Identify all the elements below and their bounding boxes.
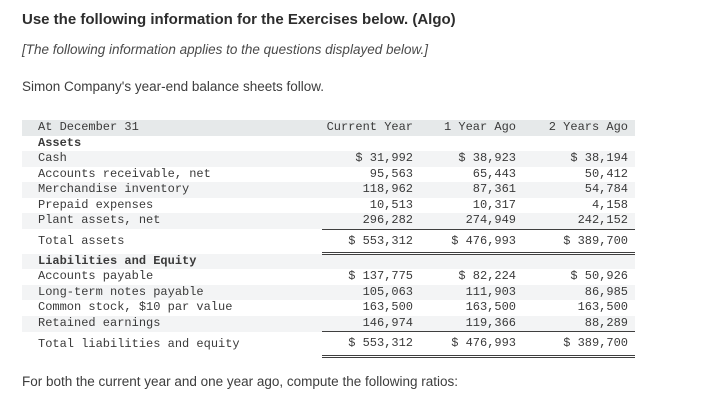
table-row: Liabilities and Equity [22,253,635,270]
table-row: Common stock, $10 par value 163,500 163,50… [22,300,635,316]
cell-value: 105,063 [362,284,413,299]
table-row: Total liabilities and equity $ 553,312 $ 4… [22,331,635,358]
cell-value: 146,974 [322,315,413,332]
cell-value: 54,784 [584,182,628,196]
cell-value [413,136,516,152]
cell-value: 86,985 [584,284,628,299]
cell-label: Liabilities and Equity [38,253,197,268]
cell-label: Common stock, $10 par value [38,300,233,314]
cell-value: 65,443 [472,166,516,181]
table-body: Assets Cash $ 31,992 $ 38,923 $ 38,194 Accoun… [22,136,635,358]
cell-value: 10,513 [369,197,413,212]
table-header-row: At December 31 Current Year 1 Year Ago 2… [22,120,635,136]
table-row: Retained earnings 146,974 119,366 88,289 [22,315,635,332]
cell-value: $ 389,700 [516,229,635,255]
cell-value: 4,158 [591,197,628,212]
col-header-1-year-ago: 1 Year Ago [443,120,516,134]
cell-value: 87,361 [472,182,516,196]
cell-value: $ 389,700 [516,331,635,358]
cell-value: $ 553,312 [322,331,413,358]
cell-value [322,254,413,270]
cell-value: 119,366 [413,315,516,332]
cell-value [516,254,635,270]
cell-label: Assets [38,135,82,150]
cell-label: Cash [38,151,67,165]
instruction-note: [The following information applies to th… [22,42,428,57]
cell-label: Retained earnings [38,315,161,330]
cell-value: $ 553,312 [322,229,413,255]
cell-value: $ 137,775 [348,269,413,283]
col-header-current-year: Current Year [326,120,413,134]
cell-value: 111,903 [465,284,516,299]
cell-value: 163,500 [362,300,413,314]
table-row: Prepaid expenses 10,513 10,317 4,158 [22,198,635,214]
cell-value: $ 38,923 [458,151,516,165]
table-row: Total assets $ 553,312 $ 476,993 $ 389,700 [22,229,635,255]
cell-label: Total liabilities and equity [38,336,240,351]
cell-label: Total assets [38,234,125,248]
cell-value: 274,949 [413,213,516,230]
cell-value: $ 476,993 [413,229,516,255]
cell-value [413,254,516,270]
cell-value: 296,282 [322,213,413,230]
cell-value: $ 50,926 [570,269,628,283]
cell-value: 95,563 [369,166,413,181]
table-row: Long-term notes payable 105,063 111,903 86,… [22,284,635,300]
cell-value: $ 476,993 [413,331,516,358]
cell-value [322,136,413,152]
table-row: Plant assets, net 296,282 274,949 242,152 [22,213,635,230]
table-row: Merchandise inventory 118,962 87,361 54,784 [22,182,635,198]
cell-value: 10,317 [472,197,516,212]
cell-label: Long-term notes payable [38,284,204,299]
table-row: Accounts receivable, net 95,563 65,443 50,4… [22,167,635,183]
table-row: Cash $ 31,992 $ 38,923 $ 38,194 [22,151,635,167]
table-row: Assets [22,136,635,152]
cell-label: Accounts payable [38,269,154,283]
cell-label: Prepaid expenses [38,197,154,212]
cell-value: 118,962 [362,182,413,196]
cell-value: 163,500 [577,300,628,314]
page-title: Use the following information for the Ex… [22,11,456,28]
balance-sheet-table: At December 31 Current Year 1 Year Ago 2… [22,120,635,358]
cell-value: $ 31,992 [355,151,413,165]
cell-value: 242,152 [516,213,635,230]
exercise-page: Use the following information for the Ex… [22,11,635,389]
cell-value: $ 38,194 [570,151,628,165]
col-header-date: At December 31 [38,120,139,134]
cell-value: $ 82,224 [458,269,516,283]
cell-value: 50,412 [584,166,628,181]
cell-value: 88,289 [516,315,635,332]
cell-label: Accounts receivable, net [38,166,211,181]
cell-label: Plant assets, net [38,213,161,228]
col-header-2-years-ago: 2 Years Ago [548,120,628,134]
table-row: Accounts payable $ 137,775 $ 82,224 $ 50,92… [22,269,635,285]
cell-label: Merchandise inventory [38,182,190,196]
cell-value [516,136,635,152]
footer-text: For both the current year and one year a… [22,373,459,389]
intro-text: Simon Company's year-end balance sheets … [22,79,324,94]
cell-value: 163,500 [465,300,516,314]
